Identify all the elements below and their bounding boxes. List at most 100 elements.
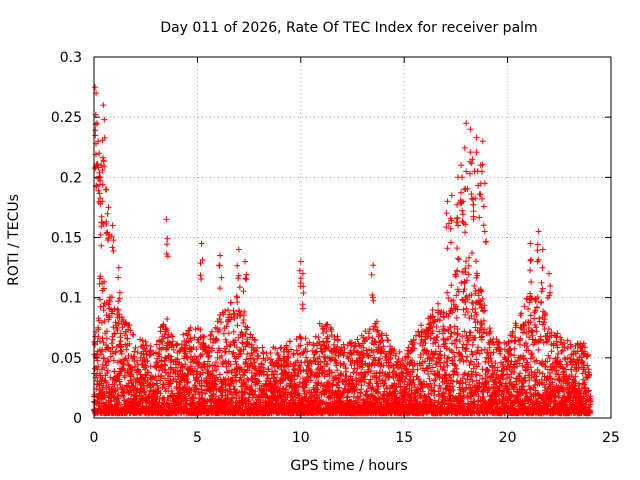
- data-point: [105, 358, 112, 365]
- data-point: [105, 301, 112, 308]
- data-point: [110, 357, 117, 364]
- data-point: [124, 326, 131, 333]
- data-point: [117, 330, 124, 337]
- data-point: [466, 254, 472, 261]
- data-point: [268, 356, 274, 363]
- data-point: [466, 362, 473, 369]
- data-point: [108, 340, 115, 347]
- data-point: [209, 368, 216, 374]
- data-point: [195, 356, 201, 362]
- data-point: [468, 358, 474, 365]
- data-point: [220, 330, 227, 337]
- data-point: [96, 280, 103, 287]
- data-point: [101, 318, 108, 325]
- data-point: [148, 375, 155, 382]
- data-point: [100, 307, 107, 314]
- data-point: [183, 337, 190, 344]
- data-point: [111, 381, 118, 388]
- data-point: [209, 345, 216, 352]
- data-point: [112, 349, 119, 356]
- data-point: [230, 328, 237, 335]
- data-point: [97, 351, 104, 358]
- data-point: [164, 316, 171, 322]
- data-point: [170, 346, 177, 353]
- data-point: [140, 386, 147, 393]
- data-point: [118, 348, 125, 355]
- data-point: [234, 322, 241, 329]
- data-point: [199, 369, 206, 376]
- data-point: [463, 258, 469, 265]
- data-point: [199, 395, 206, 402]
- data-point: [150, 381, 157, 388]
- data-point: [467, 329, 474, 336]
- data-point: [240, 317, 247, 323]
- data-point: [103, 362, 110, 369]
- data-point: [114, 327, 121, 333]
- data-point: [126, 322, 133, 329]
- data-point: [286, 338, 293, 345]
- data-point: [162, 362, 169, 369]
- data-point: [147, 363, 154, 370]
- data-point: [191, 334, 198, 341]
- data-point: [315, 334, 322, 341]
- data-point: [461, 371, 467, 378]
- data-point: [119, 314, 125, 321]
- data-point: [111, 330, 118, 337]
- data-point: [193, 346, 200, 353]
- data-point: [95, 333, 102, 340]
- data-point: [95, 363, 102, 370]
- data-point: [486, 325, 493, 332]
- data-point: [154, 359, 161, 366]
- data-point: [142, 338, 149, 345]
- data-point: [108, 294, 115, 301]
- data-point: [123, 346, 130, 353]
- data-point: [125, 361, 132, 368]
- data-point: [189, 399, 196, 406]
- data-point: [188, 363, 195, 370]
- data-point: [165, 397, 172, 404]
- data-point: [143, 364, 149, 371]
- data-point: [435, 300, 442, 307]
- data-point: [324, 338, 331, 345]
- data-point: [111, 331, 118, 337]
- data-point: [206, 362, 213, 369]
- data-point: [471, 283, 478, 289]
- data-point: [147, 351, 154, 358]
- data-point: [130, 331, 137, 338]
- data-point: [106, 314, 113, 321]
- data-point: [165, 370, 172, 377]
- data-point: [99, 361, 106, 368]
- data-point: [111, 305, 118, 312]
- data-point: [132, 344, 139, 351]
- data-point: [156, 351, 163, 358]
- data-point: [131, 353, 138, 360]
- data-point: [95, 326, 102, 333]
- data-point: [241, 308, 248, 315]
- data-point: [234, 299, 241, 306]
- data-point: [448, 282, 455, 289]
- data-point: [137, 336, 144, 343]
- data-point: [202, 390, 209, 397]
- data-point: [116, 378, 123, 385]
- data-point: [462, 311, 469, 318]
- data-point: [482, 358, 489, 365]
- data-point: [163, 346, 170, 352]
- data-point: [302, 335, 309, 342]
- data-point: [144, 358, 151, 364]
- data-point: [469, 250, 475, 256]
- data-point: [124, 357, 131, 364]
- data-point: [141, 378, 148, 385]
- data-point: [150, 374, 156, 381]
- data-point: [418, 322, 425, 329]
- data-point: [343, 368, 349, 375]
- data-point: [453, 314, 460, 321]
- data-point: [212, 378, 219, 384]
- data-point: [136, 368, 143, 375]
- data-point: [187, 324, 194, 331]
- data-point: [100, 285, 107, 292]
- data-point: [168, 379, 174, 385]
- data-point: [128, 371, 135, 378]
- data-point: [185, 378, 192, 385]
- data-point: [143, 342, 150, 349]
- data-point: [444, 289, 451, 296]
